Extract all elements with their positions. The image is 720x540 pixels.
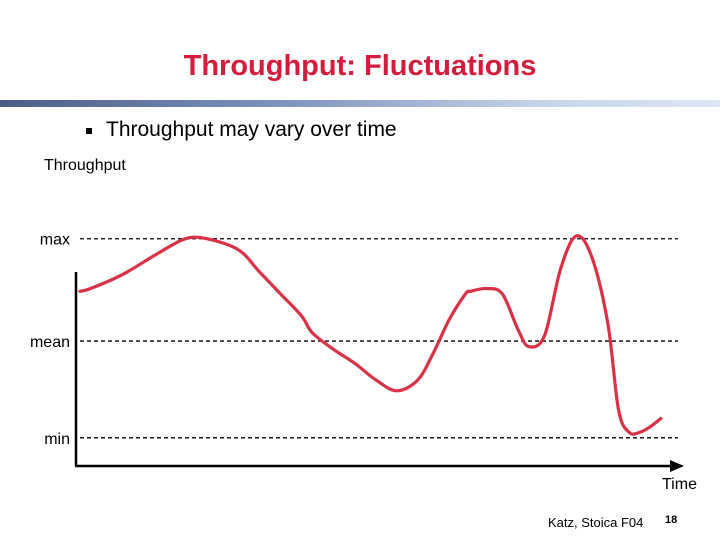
reference-label-mean: mean [30, 334, 70, 351]
series-group [78, 234, 663, 436]
x-axis-arrowhead [670, 460, 684, 472]
square-bullet-icon [86, 128, 92, 134]
reference-label-max: max [40, 232, 70, 249]
reference-label-min: min [44, 431, 70, 448]
y-axis-label: Throughput [44, 157, 126, 174]
reference-lines: max mean min [30, 232, 678, 448]
bullet-text: Throughput may vary over time [106, 118, 397, 141]
slide-title: Throughput: Fluctuations [183, 50, 537, 82]
footer-credit: Katz, Stoica F04 [548, 515, 644, 530]
throughput-series-line [78, 234, 663, 436]
x-axis-label: Time [662, 476, 697, 493]
page-number: 18 [665, 514, 678, 526]
title-underline-bar [0, 100, 720, 107]
